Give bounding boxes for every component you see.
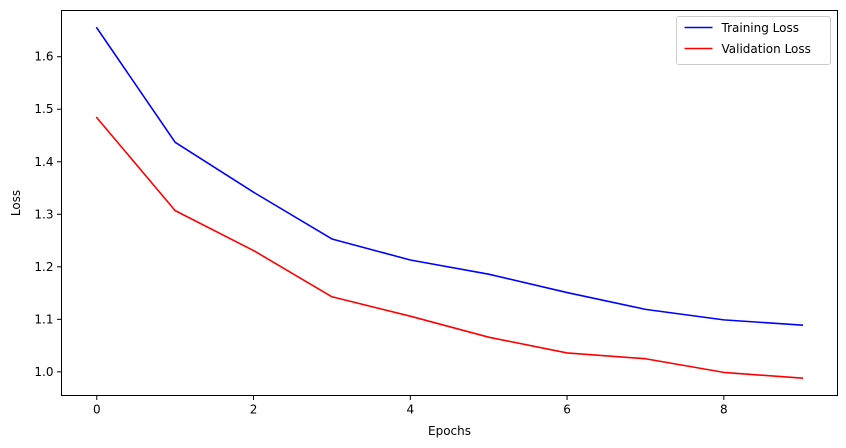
series-layer [95,26,804,380]
legend: Training Loss Validation Loss [676,16,831,65]
x-tick-label: 8 [720,403,728,417]
y-axis: 1.0 1.1 1.2 1.3 1.4 1.5 1.6 [34,50,62,379]
plot-area-frame [61,10,838,396]
legend-label: Validation Loss [722,42,811,56]
x-axis: 0 2 4 6 8 [93,395,728,417]
y-tick-label: 1.2 [34,260,53,274]
legend-label: Training Loss [721,21,799,35]
y-tick-label: 1.4 [34,155,53,169]
series-line-1 [95,116,804,380]
x-tick-label: 2 [250,403,258,417]
y-axis-label: Loss [9,190,23,216]
x-tick-label: 4 [406,403,414,417]
x-axis-label: Epochs [428,424,471,438]
y-tick-label: 1.0 [34,365,53,379]
x-tick-label: 0 [93,403,101,417]
x-tick-label: 6 [563,403,571,417]
y-tick-label: 1.6 [34,50,53,64]
y-tick-label: 1.5 [34,102,53,116]
series-line-0 [95,26,804,326]
y-tick-label: 1.3 [34,207,53,221]
legend-box [676,16,831,65]
y-tick-label: 1.1 [34,312,53,326]
